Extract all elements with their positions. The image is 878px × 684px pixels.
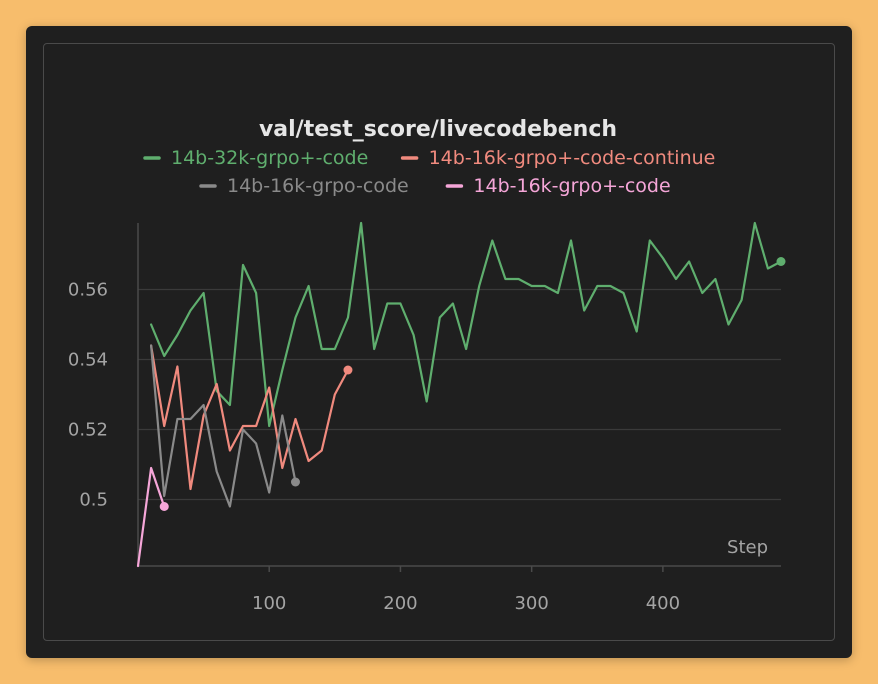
x-tick-label: 200: [383, 593, 417, 614]
chart-title: val/test_score/livecodebench: [259, 117, 617, 142]
axes-layer: [137, 223, 781, 572]
series-line-3: [149, 344, 297, 508]
legend-label: 14b-16k-grpo+-code: [473, 175, 670, 197]
chart-panel: [43, 43, 835, 641]
series-end-point-2: [343, 365, 353, 375]
legend-label: 14b-32k-grpo+-code: [171, 147, 368, 169]
x-axis-label: Step: [727, 537, 768, 558]
legend-label: 14b-16k-grpo+-code-continue: [429, 147, 716, 169]
legend-item[interactable]: 14b-16k-grpo-code: [199, 175, 409, 197]
series-line-4: [136, 466, 166, 568]
x-tick-label: 400: [646, 593, 680, 614]
x-tick-label: 300: [514, 593, 548, 614]
text-layer: val/test_score/livecodebench Step 0.5 0.5…: [68, 117, 768, 614]
line-chart: val/test_score/livecodebench Step 0.5 0.5…: [68, 117, 786, 614]
series-layer: [136, 221, 786, 568]
chart-card: val/test_score/livecodebench Step 0.5 0.5…: [26, 26, 852, 658]
y-tick-label: 0.52: [68, 420, 108, 441]
series-end-point-1: [776, 257, 786, 266]
grid-layer: [138, 288, 781, 501]
y-tick-label: 0.54: [68, 350, 108, 371]
series-line-2: [149, 344, 350, 491]
series-end-point-3: [290, 477, 300, 487]
y-tick-label: 0.5: [79, 490, 108, 511]
legend-item[interactable]: 14b-32k-grpo+-code: [143, 147, 368, 169]
series-line-1: [149, 221, 783, 428]
legend-label: 14b-16k-grpo-code: [227, 175, 409, 197]
y-tick-label: 0.56: [68, 280, 108, 301]
series-end-point-4: [159, 502, 169, 511]
legend-item[interactable]: 14b-16k-grpo+-code: [445, 175, 671, 197]
x-tick-label: 100: [252, 593, 286, 614]
legend: 14b-32k-grpo+-code 14b-16k-grpo+-code-con…: [143, 147, 716, 197]
legend-item[interactable]: 14b-16k-grpo+-code-continue: [400, 147, 716, 169]
